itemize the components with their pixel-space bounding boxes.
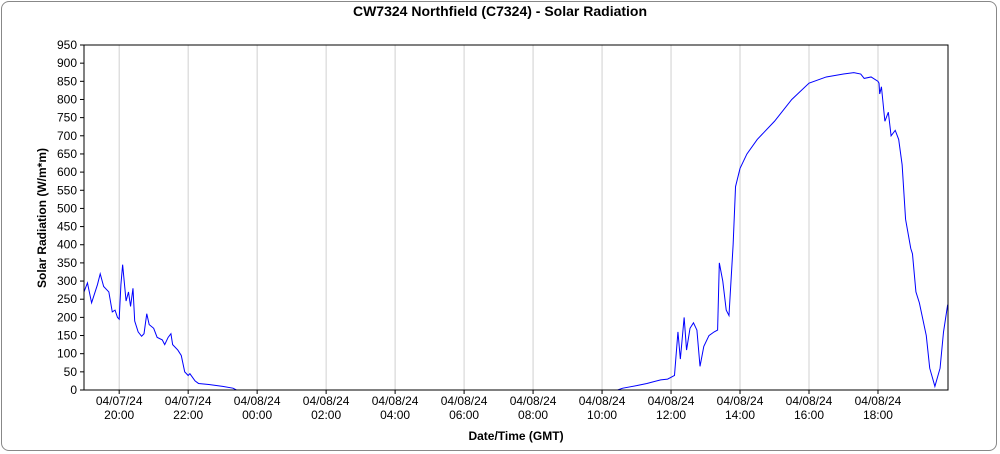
y-axis-title: Solar Radiation (W/m*m) bbox=[35, 148, 49, 288]
plot-area bbox=[84, 45, 948, 390]
y-tick-label: 600 bbox=[57, 165, 77, 179]
y-tick-label: 950 bbox=[57, 38, 77, 52]
y-tick-label: 50 bbox=[64, 365, 78, 379]
y-tick-label: 900 bbox=[57, 56, 77, 70]
y-tick-label: 700 bbox=[57, 129, 77, 143]
y-tick-label: 500 bbox=[57, 201, 77, 215]
y-tick-label: 400 bbox=[57, 238, 77, 252]
x-tick-label: 04/08/24 12:00 bbox=[648, 394, 695, 422]
data-line bbox=[83, 72, 949, 391]
y-tick-label: 850 bbox=[57, 74, 77, 88]
x-tick-label: 04/08/24 06:00 bbox=[441, 394, 488, 422]
x-tick-label: 04/07/24 22:00 bbox=[165, 394, 212, 422]
x-tick-label: 04/08/24 04:00 bbox=[372, 394, 419, 422]
plot-border bbox=[83, 44, 949, 391]
y-tick-label: 100 bbox=[57, 347, 77, 361]
x-tick-label: 04/08/24 18:00 bbox=[855, 394, 902, 422]
y-tick-label: 350 bbox=[57, 256, 77, 270]
y-tick-label: 550 bbox=[57, 183, 77, 197]
y-tick-label: 300 bbox=[57, 274, 77, 288]
y-tick-label: 800 bbox=[57, 92, 77, 106]
x-axis-title: Date/Time (GMT) bbox=[468, 429, 563, 443]
x-tick-label: 04/08/24 10:00 bbox=[579, 394, 626, 422]
x-tick-label: 04/08/24 16:00 bbox=[786, 394, 833, 422]
x-tick-label: 04/08/24 14:00 bbox=[717, 394, 764, 422]
x-tick-label: 04/08/24 02:00 bbox=[303, 394, 350, 422]
x-tick-label: 04/08/24 00:00 bbox=[234, 394, 281, 422]
y-tick-label: 150 bbox=[57, 329, 77, 343]
chart-title: CW7324 Northfield (C7324) - Solar Radiat… bbox=[353, 3, 647, 19]
x-tick-label: 04/07/24 20:00 bbox=[96, 394, 143, 422]
y-tick-label: 250 bbox=[57, 292, 77, 306]
y-tick-label: 650 bbox=[57, 147, 77, 161]
y-tick-label: 0 bbox=[70, 383, 77, 397]
x-tick-label: 04/08/24 08:00 bbox=[510, 394, 557, 422]
y-tick-label: 200 bbox=[57, 310, 77, 324]
y-tick-label: 450 bbox=[57, 220, 77, 234]
y-tick-label: 750 bbox=[57, 111, 77, 125]
